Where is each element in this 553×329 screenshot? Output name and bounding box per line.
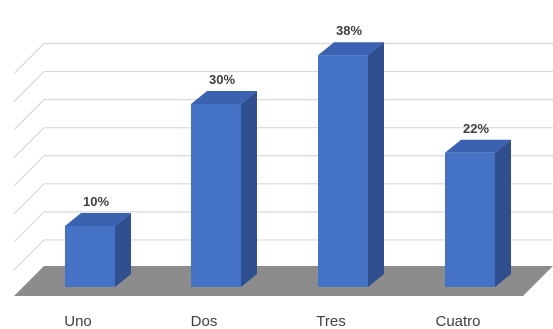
category-label: Cuatro xyxy=(435,313,480,329)
bar-side xyxy=(115,213,131,287)
chart-floor xyxy=(14,266,553,296)
bar-side xyxy=(368,42,384,288)
data-label: 10% xyxy=(83,194,109,209)
gridline xyxy=(13,42,553,74)
category-label: Uno xyxy=(64,313,92,329)
labels: 10% Uno 30% Dos 38% Tres 22% Cuatro xyxy=(64,23,489,329)
bar-top xyxy=(318,42,384,56)
bar-front xyxy=(65,226,115,287)
data-label: 38% xyxy=(336,23,362,38)
bar-cuatro xyxy=(445,139,511,287)
bar-dos xyxy=(191,91,257,287)
bar-top xyxy=(65,213,131,226)
bar-front xyxy=(318,55,368,288)
bars xyxy=(65,42,511,288)
bar-side xyxy=(495,139,511,287)
category-label: Tres xyxy=(316,313,345,329)
data-label: 30% xyxy=(209,72,235,87)
bar-uno xyxy=(65,213,131,287)
gridline xyxy=(13,70,553,103)
category-label: Dos xyxy=(191,313,218,329)
bar-top xyxy=(445,139,511,153)
bar-front xyxy=(445,152,495,287)
bar-top xyxy=(191,91,257,104)
bar-tres xyxy=(318,42,384,288)
gridlines xyxy=(13,42,553,271)
bar-front xyxy=(191,104,241,287)
data-label: 22% xyxy=(463,121,489,136)
floor-plane xyxy=(14,266,553,296)
bar-side xyxy=(241,91,257,287)
